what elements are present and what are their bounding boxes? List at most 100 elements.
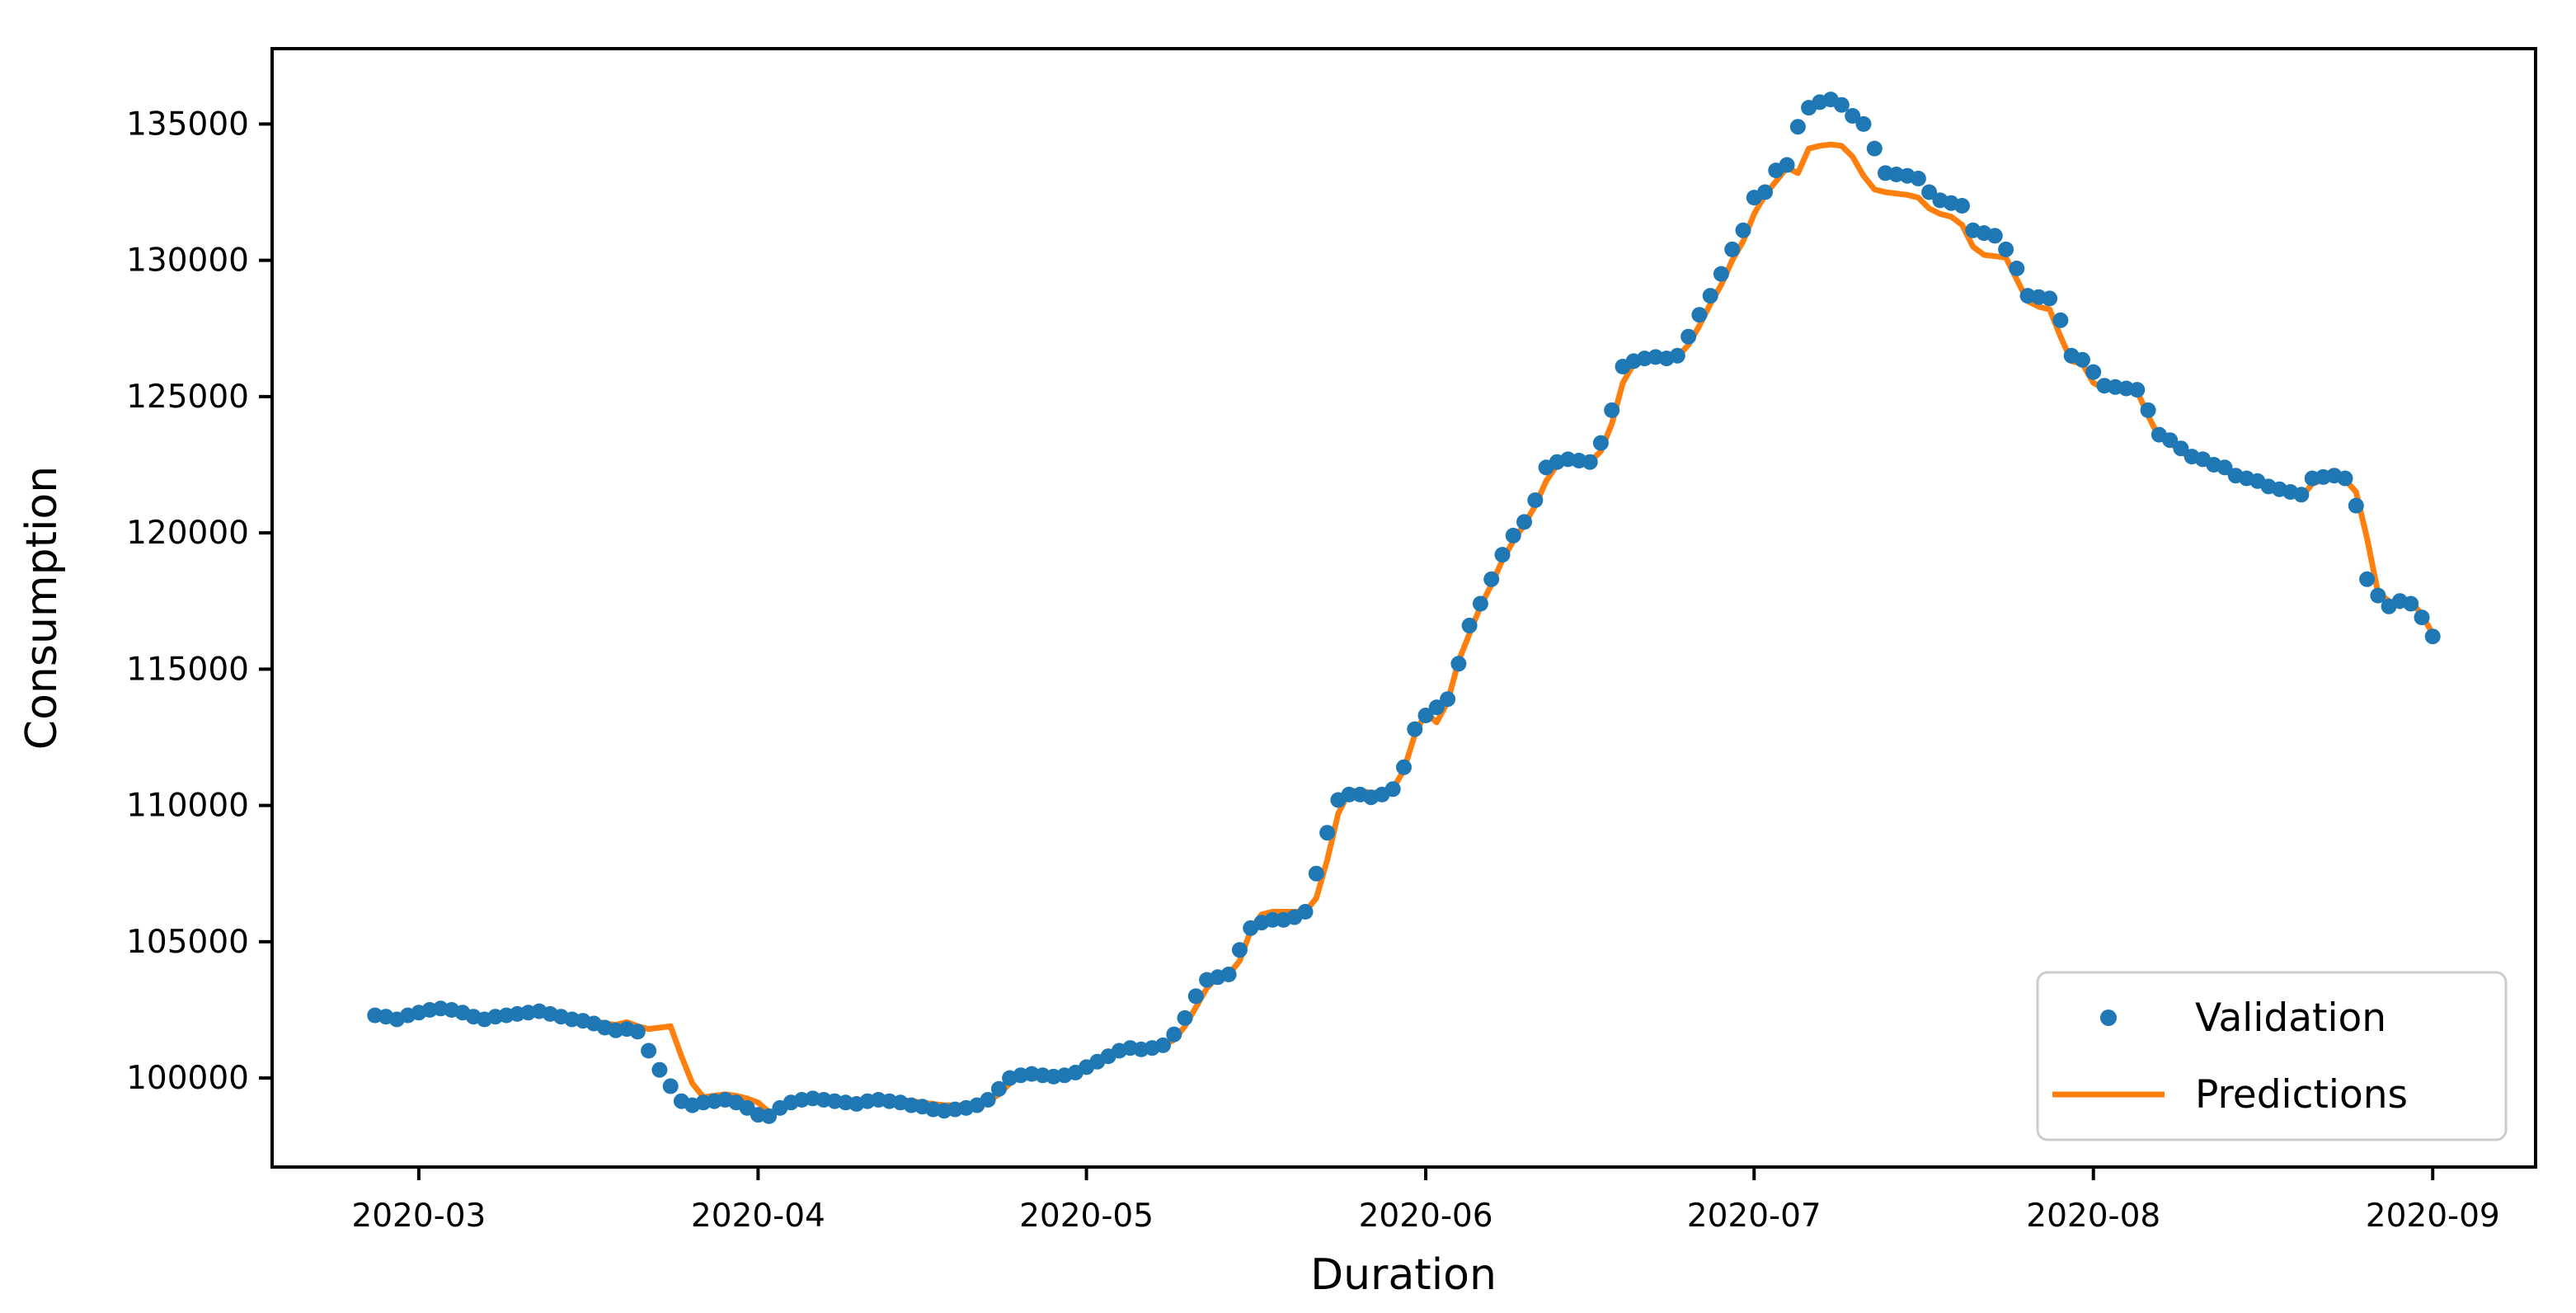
- data-point: [1472, 595, 1488, 612]
- data-point: [1407, 721, 1423, 737]
- legend-box: [2036, 971, 2508, 1141]
- x-tick-label: 2020-04: [691, 1198, 825, 1235]
- data-point: [2348, 497, 2364, 514]
- data-point: [1155, 1037, 1171, 1053]
- data-point: [1417, 708, 1434, 723]
- data-point: [1428, 699, 1445, 716]
- x-axis-title: Duration: [1310, 1250, 1497, 1300]
- y-tick-label: 125000: [126, 379, 249, 416]
- data-point: [2085, 364, 2102, 380]
- data-point: [1166, 1026, 1182, 1042]
- data-point: [1297, 904, 1314, 920]
- data-point: [2042, 290, 2058, 307]
- data-point: [651, 1061, 668, 1078]
- data-point: [1681, 328, 1697, 345]
- data-point: [2414, 609, 2430, 626]
- data-point: [1505, 527, 1521, 544]
- data-point: [1527, 492, 1544, 508]
- legend-label-predictions: Predictions: [2195, 1072, 2408, 1118]
- x-tick-label: 2020-08: [2026, 1198, 2160, 1235]
- data-point: [2337, 470, 2353, 487]
- data-point: [1669, 347, 1685, 364]
- data-point: [1954, 198, 1970, 214]
- data-point: [1921, 184, 1938, 200]
- data-point: [2403, 595, 2419, 612]
- data-point: [2162, 432, 2179, 449]
- x-tick-label: 2020-03: [351, 1198, 486, 1235]
- legend-marker-validation: [2100, 1009, 2117, 1026]
- y-tick-label: 135000: [126, 106, 249, 143]
- data-point: [1855, 115, 1872, 132]
- data-point: [1319, 825, 1336, 841]
- data-point: [1582, 454, 1598, 470]
- data-point: [1757, 184, 1773, 200]
- y-tick-label: 105000: [126, 924, 249, 961]
- data-point: [2424, 628, 2441, 645]
- data-point: [662, 1078, 679, 1094]
- data-point: [1735, 222, 1751, 238]
- data-point: [1450, 656, 1467, 672]
- data-point: [1833, 96, 1850, 113]
- validation-series: [367, 92, 2441, 1124]
- data-point: [1789, 119, 1806, 135]
- legend: Validation Predictions: [2036, 971, 2508, 1141]
- data-point: [629, 1024, 646, 1040]
- x-tick-label: 2020-07: [1687, 1198, 1822, 1235]
- data-point: [1592, 435, 1609, 451]
- data-point: [1177, 1009, 1193, 1026]
- y-axis-title: Consumption: [17, 466, 67, 750]
- y-tick-label: 100000: [126, 1060, 249, 1097]
- data-point: [2370, 587, 2386, 604]
- x-axis: 2020-03 2020-04 2020-05 2020-06 2020-07 2020-…: [351, 1167, 2500, 1235]
- data-point: [1986, 228, 2003, 244]
- data-point: [1724, 241, 1741, 257]
- data-point: [2075, 351, 2090, 368]
- data-point: [2009, 261, 2025, 276]
- legend-label-validation: Validation: [2195, 995, 2386, 1041]
- data-point: [1910, 171, 1926, 186]
- x-tick-label: 2020-09: [2366, 1198, 2500, 1235]
- data-point: [2129, 382, 2146, 398]
- data-point: [1220, 967, 1237, 982]
- data-point: [1341, 786, 1357, 802]
- y-tick-label: 110000: [126, 788, 249, 825]
- data-point: [1483, 571, 1500, 587]
- data-point: [2173, 440, 2189, 457]
- data-point: [1396, 759, 1412, 775]
- data-point: [2052, 312, 2069, 328]
- data-point: [1779, 157, 1795, 173]
- data-point: [1702, 288, 1718, 304]
- predictions-line: [372, 141, 2436, 1115]
- y-tick-label: 130000: [126, 242, 249, 280]
- data-point: [1440, 691, 1456, 708]
- data-point: [1845, 108, 1861, 124]
- data-point: [1264, 911, 1281, 928]
- data-point: [641, 1042, 657, 1059]
- data-point: [2216, 459, 2233, 476]
- y-tick-label: 115000: [126, 651, 249, 688]
- data-point: [1231, 942, 1248, 958]
- y-axis: 100000 105000 110000 115000 120000 125000 1300…: [126, 106, 272, 1097]
- data-point: [1604, 402, 1620, 418]
- plot-frame: [270, 47, 2537, 1169]
- y-tick-label: 120000: [126, 515, 249, 552]
- data-point: [2293, 487, 2310, 503]
- predictions-series: [372, 141, 2436, 1115]
- data-point: [1998, 241, 2014, 257]
- data-point: [1866, 140, 1883, 157]
- data-point: [1461, 618, 1478, 633]
- data-point: [1494, 547, 1511, 563]
- x-tick-label: 2020-05: [1019, 1198, 1154, 1235]
- data-point: [980, 1092, 996, 1108]
- data-point: [761, 1108, 778, 1124]
- data-point: [1691, 307, 1708, 323]
- data-point: [1308, 865, 1324, 882]
- data-point: [2140, 402, 2156, 418]
- data-point: [990, 1080, 1007, 1097]
- data-point: [1384, 781, 1401, 798]
- data-point: [1516, 514, 1532, 530]
- x-tick-label: 2020-06: [1359, 1198, 1493, 1235]
- data-point: [2359, 571, 2376, 587]
